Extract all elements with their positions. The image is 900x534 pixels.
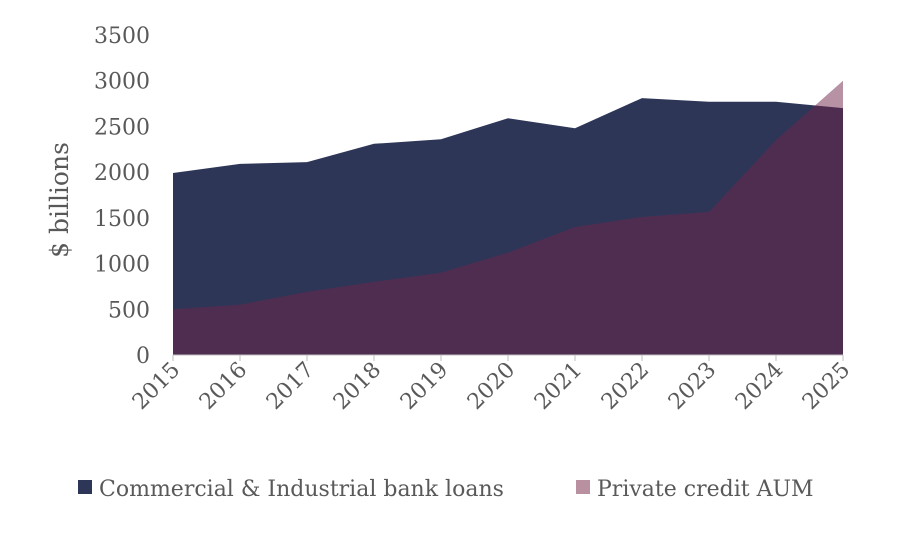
x-tick-label: 2019 xyxy=(396,358,453,415)
y-tick-label: 3500 xyxy=(94,24,150,49)
y-tick-label: 2500 xyxy=(94,115,150,140)
legend-label-cni: Commercial & Industrial bank loans xyxy=(99,477,504,502)
legend: Commercial & Industrial bank loans Priva… xyxy=(78,477,814,502)
x-tick-label: 2020 xyxy=(463,358,520,415)
legend-label-private-credit: Private credit AUM xyxy=(597,477,814,502)
y-tick-label: 1500 xyxy=(94,207,150,232)
legend-swatch-private-credit xyxy=(576,480,590,494)
y-tick-labels: 0 500 1000 1500 2000 2500 3000 3500 xyxy=(94,24,150,369)
x-tick-label: 2025 xyxy=(798,358,855,415)
plot-areas xyxy=(173,81,843,355)
x-tick-label: 2023 xyxy=(664,358,721,415)
y-tick-label: 500 xyxy=(108,298,150,323)
x-tick-label: 2022 xyxy=(597,358,654,415)
x-tick-label: 2016 xyxy=(195,358,252,415)
x-tick-label: 2024 xyxy=(731,358,788,415)
y-tick-label: 3000 xyxy=(94,70,150,95)
legend-swatch-cni xyxy=(78,480,92,494)
x-tick-label: 2018 xyxy=(329,358,386,415)
y-axis-label: $ billions xyxy=(45,142,74,258)
y-tick-label: 0 xyxy=(136,344,150,369)
x-tick-label: 2017 xyxy=(262,358,319,415)
y-tick-label: 1000 xyxy=(94,253,150,278)
x-tick-label: 2021 xyxy=(530,358,587,415)
y-tick-label: 2000 xyxy=(94,161,150,186)
